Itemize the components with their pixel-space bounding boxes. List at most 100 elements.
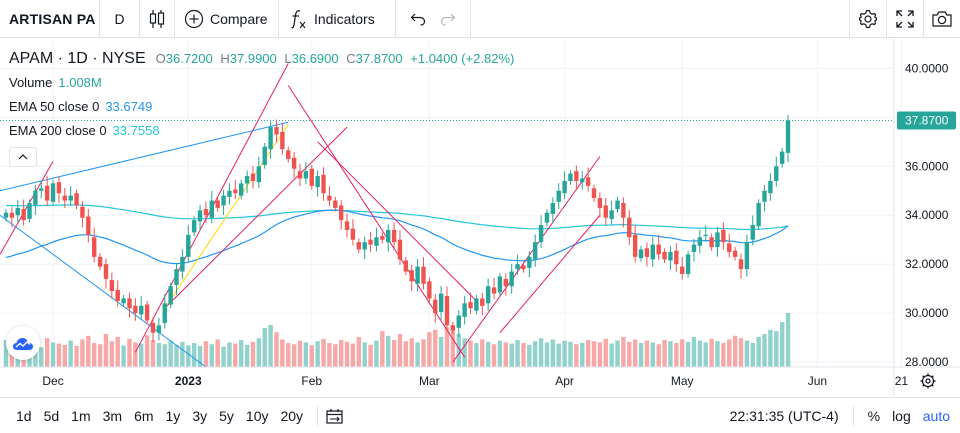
legend-ema200-row[interactable]: EMA 200 close 0 33.7558: [9, 119, 518, 143]
volume-bar: [103, 334, 109, 367]
calendar-range-icon: [326, 408, 343, 424]
axis-settings-icon[interactable]: [920, 373, 936, 389]
volume-bar: [397, 334, 403, 367]
plus-circle-icon: [184, 9, 204, 28]
candle: [756, 199, 761, 230]
log-toggle[interactable]: log: [892, 408, 911, 424]
legend-collapse-button[interactable]: [9, 147, 37, 167]
candle: [209, 191, 214, 224]
volume-bar: [762, 334, 767, 367]
undo-redo-group: [396, 0, 471, 38]
candle-body: [197, 210, 203, 222]
legend-open: 36.7200: [165, 51, 213, 66]
candle: [774, 156, 779, 187]
volume-bar: [491, 344, 497, 367]
candle: [74, 189, 79, 210]
price-chart[interactable]: 28.000030.000032.000034.000036.000038.00…: [0, 39, 960, 395]
candle: [685, 250, 691, 278]
candle-body: [215, 200, 220, 208]
range-5y[interactable]: 5y: [219, 407, 234, 424]
volume-bar: [327, 343, 332, 367]
range-3y[interactable]: 3y: [192, 407, 208, 424]
volume-bar: [509, 343, 514, 367]
volume-bar: [480, 339, 485, 367]
interval-button[interactable]: D: [100, 0, 140, 38]
candle: [350, 219, 356, 246]
candle: [621, 197, 626, 228]
volume-bar: [744, 340, 750, 367]
volume-bar: [127, 338, 132, 367]
range-6m[interactable]: 6m: [134, 407, 154, 424]
candle-body: [779, 151, 785, 164]
candle-body: [68, 195, 73, 201]
candles-icon: [149, 9, 165, 28]
candle: [768, 173, 773, 201]
candle-body: [521, 265, 526, 270]
candle-body: [297, 171, 303, 179]
symbol-search[interactable]: ARTISAN PA: [0, 0, 100, 38]
candle-body: [615, 200, 620, 210]
candle-body: [574, 171, 579, 181]
range-5d[interactable]: 5d: [43, 407, 60, 424]
candle-body: [456, 315, 461, 328]
volume-bar: [268, 325, 273, 367]
range-1y[interactable]: 1y: [165, 407, 181, 424]
candle-body: [685, 254, 691, 274]
candle: [103, 258, 109, 289]
price-tick-label: 28.0000: [905, 355, 949, 369]
range-3m[interactable]: 3m: [102, 407, 123, 424]
candle: [391, 222, 397, 250]
candle-body: [191, 220, 197, 233]
legend-ema50-row[interactable]: EMA 50 close 0 33.6749: [9, 95, 518, 119]
candle: [444, 286, 450, 332]
candle: [150, 317, 156, 343]
tradingview-logo[interactable]: [6, 326, 40, 360]
candle: [491, 277, 497, 300]
chart-type-button[interactable]: [140, 0, 175, 38]
candle-body: [621, 203, 626, 218]
candle-body: [468, 302, 473, 309]
go-to-date-button[interactable]: [326, 408, 344, 424]
interval-label: D: [114, 10, 125, 27]
symbol-label: ARTISAN PA: [9, 10, 96, 27]
range-1d[interactable]: 1d: [16, 407, 32, 424]
candle-body: [703, 234, 708, 237]
volume-bar: [121, 345, 126, 367]
candle: [286, 146, 291, 163]
indicators-label: Indicators: [314, 10, 375, 27]
chart-pane[interactable]: 28.000030.000032.000034.000036.000038.00…: [0, 39, 960, 395]
volume-bar: [186, 345, 191, 367]
volume-bar: [621, 337, 626, 367]
indicators-button[interactable]: Indicators: [279, 0, 396, 38]
volume-bar: [574, 344, 579, 367]
settings-button[interactable]: [850, 0, 886, 38]
candle-body: [550, 203, 556, 215]
range-10y[interactable]: 10y: [245, 407, 269, 424]
clock[interactable]: 22:31:35 (UTC-4): [729, 408, 839, 424]
top-toolbar: ARTISAN PA D Compare Indicators: [0, 0, 960, 38]
last-price-bg: [897, 111, 956, 130]
fib-line: [164, 124, 289, 309]
volume-bar: [685, 341, 691, 367]
candle: [750, 215, 755, 246]
range-1m[interactable]: 1m: [71, 407, 91, 424]
volume-bar: [215, 339, 220, 367]
undo-icon[interactable]: [410, 12, 426, 26]
fullscreen-button[interactable]: [887, 0, 923, 38]
volume-bar: [585, 340, 591, 367]
snapshot-button[interactable]: [924, 0, 960, 38]
candle: [133, 298, 138, 321]
candle: [127, 292, 132, 318]
candle-body: [656, 244, 661, 255]
range-20y[interactable]: 20y: [280, 407, 304, 424]
redo-icon[interactable]: [440, 12, 456, 26]
legend-volume-row[interactable]: Volume 1.008M: [9, 71, 518, 95]
volume-bar: [139, 343, 144, 367]
candle: [44, 176, 50, 207]
candle: [386, 224, 391, 252]
auto-scale-toggle[interactable]: auto: [922, 408, 950, 424]
gear-ring: [921, 374, 935, 388]
percent-toggle[interactable]: %: [867, 408, 881, 424]
volume-bar: [180, 341, 185, 367]
compare-button[interactable]: Compare: [175, 0, 279, 38]
